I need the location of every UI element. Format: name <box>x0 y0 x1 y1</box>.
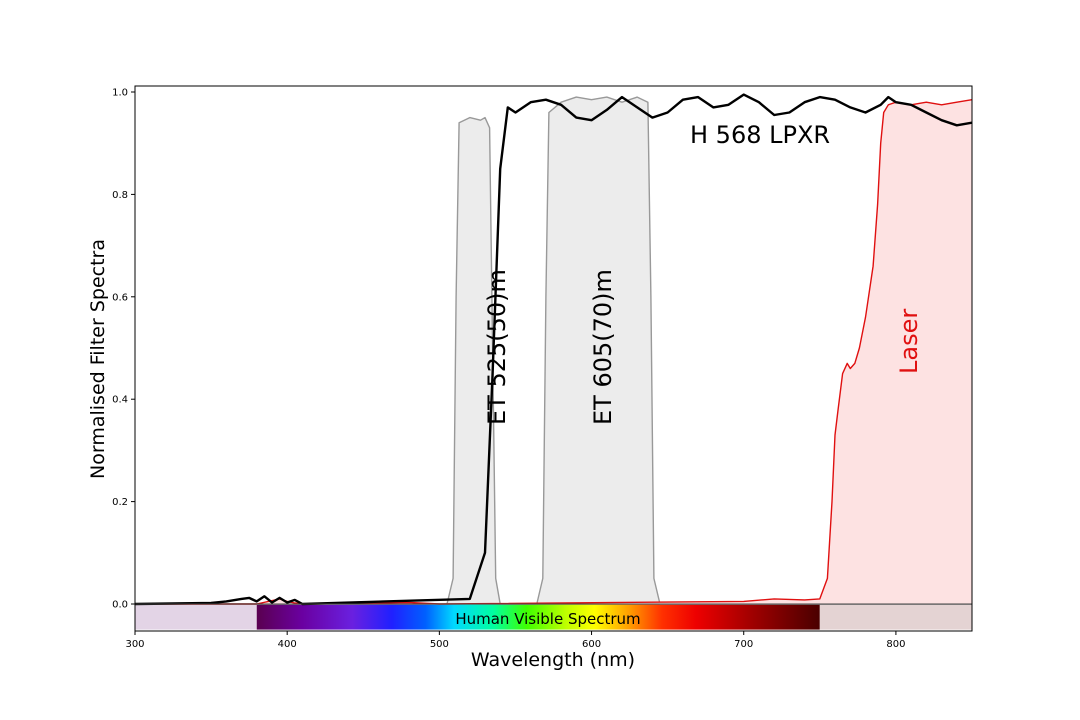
x-axis: 300 400 500 600 700 800 <box>125 631 905 650</box>
ir-region <box>819 604 972 630</box>
series-line-et-525-50-m <box>135 116 972 605</box>
series-line-h-568-lpxr <box>135 93 972 606</box>
y-tick-label: 1.0 <box>112 88 128 99</box>
et605-label: ET 605(70)m <box>589 269 617 425</box>
series-fill-et-605-70-m <box>135 97 972 604</box>
visible-spectrum-label: Human Visible Spectrum <box>455 610 640 628</box>
x-tick-label: 400 <box>278 639 297 650</box>
y-tick-label: 0.2 <box>112 497 128 508</box>
et525-label: ET 525(50)m <box>483 269 511 425</box>
x-axis-title: Wavelength (nm) <box>471 649 635 671</box>
uv-region <box>135 604 257 630</box>
series-fill-laser <box>135 99 972 604</box>
y-tick-label: 0.8 <box>112 190 128 201</box>
x-tick-label: 800 <box>886 639 905 650</box>
x-tick-label: 500 <box>430 639 449 650</box>
laser-label: Laser <box>895 309 923 374</box>
plot-frame <box>134 85 973 632</box>
y-tick-label: 0.0 <box>112 600 128 611</box>
x-tick-label: 700 <box>734 639 753 650</box>
x-tick-label: 600 <box>582 639 601 650</box>
y-tick-label: 0.6 <box>112 292 128 303</box>
h568-label: H 568 LPXR <box>690 121 830 149</box>
series-line-et-605-70-m <box>135 96 972 605</box>
x-tick-label: 300 <box>125 639 144 650</box>
series-layer <box>135 93 972 606</box>
y-axis: 0.0 0.2 0.4 0.6 0.8 1.0 <box>112 88 135 611</box>
y-tick-label: 0.4 <box>112 395 128 406</box>
y-axis-title: Normalised Filter Spectra <box>87 239 109 479</box>
visible-spectrum-band <box>256 604 820 630</box>
